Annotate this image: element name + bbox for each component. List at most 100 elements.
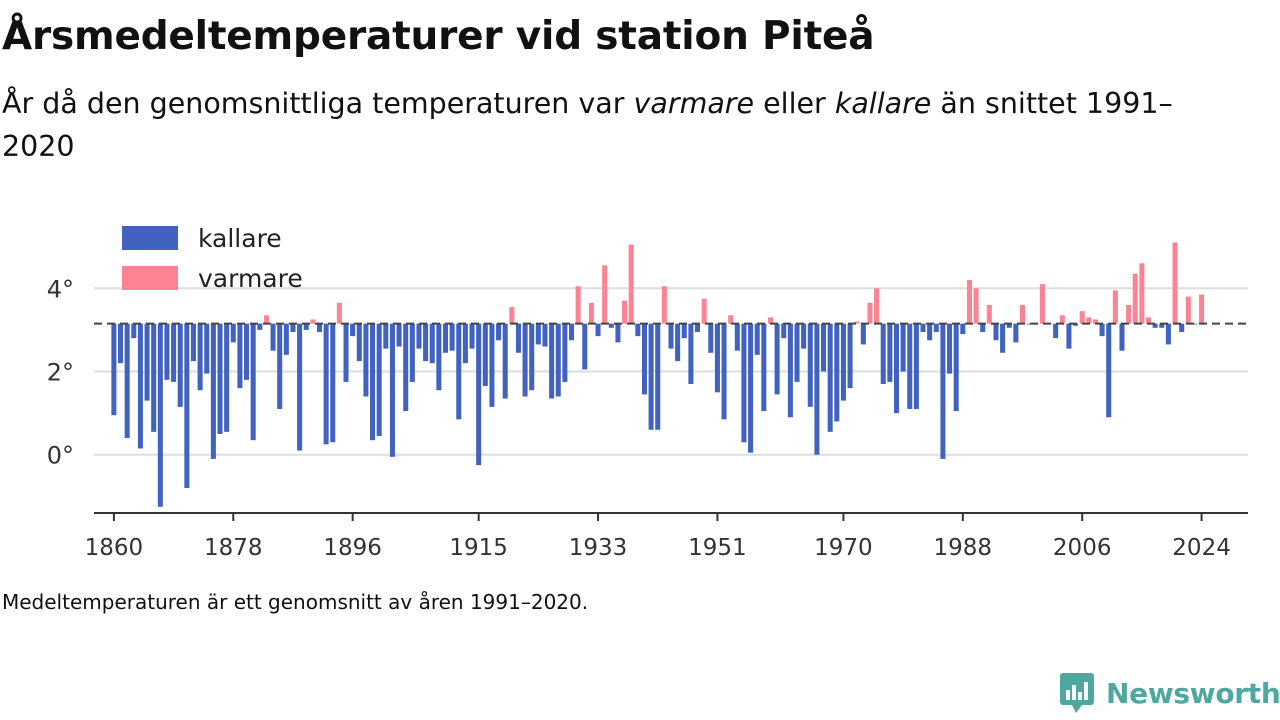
y-tick-label: 0° <box>47 442 74 470</box>
bar-cold <box>549 323 555 399</box>
subtitle-text-3: än snittet 1991–2020 <box>2 87 1173 163</box>
bar-cold <box>887 323 893 382</box>
bar-cold <box>821 323 827 372</box>
bar-cold <box>913 323 919 409</box>
bar-cold <box>416 323 422 349</box>
bar-warm <box>1139 263 1145 324</box>
bar-cold <box>244 323 250 380</box>
bar-cold <box>177 323 183 407</box>
x-tick-label: 1951 <box>688 535 747 561</box>
bar-cold <box>542 323 548 347</box>
bar-cold <box>297 323 303 451</box>
bar-cold <box>124 323 130 439</box>
bar-warm <box>874 288 880 324</box>
bar-cold <box>164 323 170 380</box>
bar-cold <box>1013 323 1019 343</box>
bar-warm <box>986 304 992 324</box>
bar-cold <box>688 323 694 384</box>
bar-cold <box>409 323 415 382</box>
bar-cold <box>230 323 236 343</box>
bar-cold <box>1106 323 1112 418</box>
bar-warm <box>1092 319 1098 324</box>
x-tick-label: 1988 <box>934 535 993 561</box>
bar-cold <box>204 323 210 374</box>
bar-cold <box>900 323 906 372</box>
legend-label-kallare: kallare <box>198 224 282 253</box>
bar-warm <box>767 317 773 324</box>
bar-cold <box>476 323 482 466</box>
bar-warm <box>1079 311 1085 324</box>
bar-cold <box>277 323 283 409</box>
bar-cold <box>237 323 243 389</box>
x-tick-label: 1915 <box>449 535 508 561</box>
bar-cold <box>555 323 561 397</box>
bar-warm <box>628 244 634 324</box>
bar-cold <box>807 323 813 407</box>
legend-label-varmare: varmare <box>198 264 303 293</box>
bar-cold <box>635 323 641 337</box>
bar-cold <box>960 323 966 335</box>
bar-cold <box>893 323 900 414</box>
bar-cold <box>608 323 614 328</box>
chart-title: Årsmedeltemperaturer vid station Piteå <box>2 14 875 59</box>
bar-cold <box>774 323 780 395</box>
bar-cold <box>741 323 747 443</box>
bar-cold <box>197 323 203 391</box>
bar-cold <box>190 323 196 362</box>
bar-warm <box>854 321 860 324</box>
legend-swatch-varmare <box>122 266 178 290</box>
bar-cold <box>847 323 853 389</box>
bar-cold <box>655 323 661 430</box>
bar-warm <box>661 286 667 324</box>
bar-warm <box>1059 315 1065 324</box>
bar-cold <box>754 323 760 355</box>
bar-cold <box>721 323 727 420</box>
bar-cold <box>787 323 793 418</box>
brand-name: Newsworthy <box>1106 676 1280 710</box>
bar-cold <box>1179 323 1185 332</box>
bar-cold <box>827 323 833 432</box>
bar-cold <box>1119 323 1125 351</box>
bar-warm <box>622 300 628 324</box>
bar-cold <box>157 323 163 507</box>
subtitle-cold-word: kallare <box>834 87 932 120</box>
bar-cold <box>323 323 329 445</box>
bar-cold <box>761 323 767 412</box>
bar-cold <box>462 323 468 364</box>
bar-cold <box>389 323 395 457</box>
bar-cold <box>270 323 276 351</box>
bar-warm <box>336 302 342 324</box>
bar-cold <box>648 323 654 430</box>
bar-cold <box>1165 323 1171 345</box>
bar-cold <box>947 323 953 374</box>
bar-cold <box>801 323 807 349</box>
bar-warm <box>966 279 972 324</box>
bar-cold <box>210 323 216 459</box>
bar-cold <box>860 323 866 345</box>
bar-warm <box>1126 304 1132 324</box>
footnote: Medeltemperaturen är ett genomsnitt av å… <box>2 590 589 614</box>
subtitle-text-1: År då den genomsnittliga temperaturen va… <box>2 87 634 120</box>
x-tick-label: 1860 <box>85 535 144 561</box>
bar-cold <box>569 323 575 341</box>
bar-cold <box>496 323 502 341</box>
bar-cold <box>423 323 429 362</box>
bar-cold <box>953 323 959 412</box>
bar-cold <box>529 323 535 391</box>
bar-cold <box>927 323 933 341</box>
bar-cold <box>714 323 720 393</box>
bar-warm <box>310 319 316 324</box>
bar-cold <box>695 323 701 332</box>
bar-cold <box>151 323 157 432</box>
bar-cold <box>118 323 124 364</box>
bar-cold <box>515 323 521 353</box>
bar-cold <box>920 323 926 332</box>
bar-cold <box>184 323 190 489</box>
bar-cold <box>217 323 223 434</box>
bar-cold <box>595 323 601 337</box>
bar-cold <box>562 323 568 382</box>
bar-cold <box>436 323 442 391</box>
subtitle-text-2: eller <box>754 87 835 120</box>
bar-cold <box>840 323 846 401</box>
